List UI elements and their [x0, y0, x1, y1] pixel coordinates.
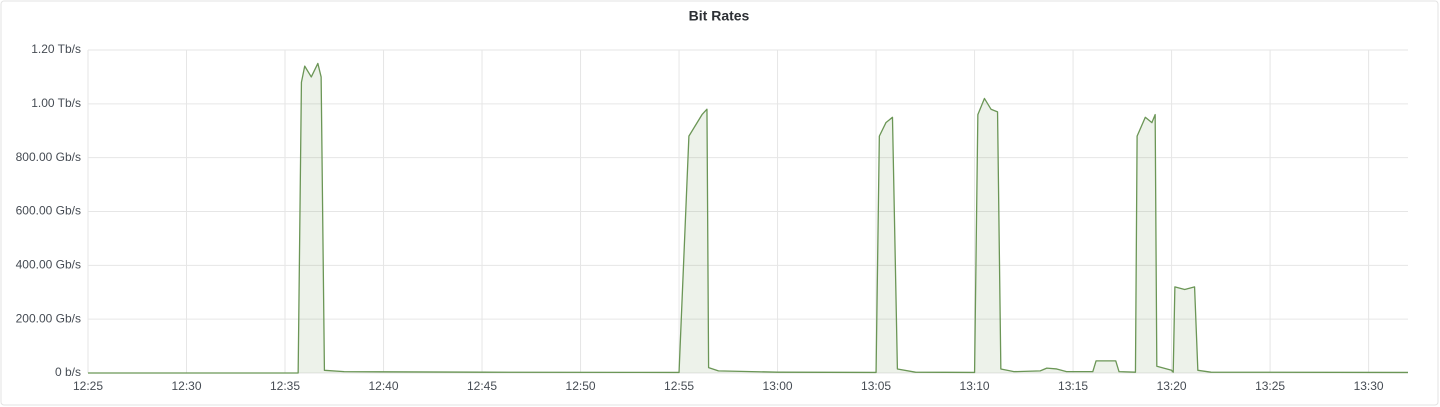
x-tick-label: 13:00 [763, 379, 793, 393]
x-tick-label: 13:20 [1157, 379, 1187, 393]
x-tick-label: 12:35 [270, 379, 300, 393]
x-tick-label: 13:05 [861, 379, 891, 393]
x-tick-label: 13:10 [960, 379, 990, 393]
x-tick-label: 12:45 [467, 379, 497, 393]
x-tick-label: 12:50 [566, 379, 596, 393]
series-line [88, 62, 1409, 374]
x-tick-label: 12:55 [664, 379, 694, 393]
area-fill [88, 63, 1408, 374]
chart-title: Bit Rates [689, 8, 750, 24]
x-tick-label: 13:25 [1255, 379, 1285, 393]
y-tick-label: 200.00 Gb/s [16, 311, 81, 325]
y-tick-label: 1.00 Tb/s [31, 96, 81, 110]
y-tick-label: 800.00 Gb/s [16, 150, 81, 164]
x-tick-label: 12:30 [171, 379, 201, 393]
x-tick-label: 13:30 [1354, 379, 1384, 393]
y-tick-label: 400.00 Gb/s [16, 258, 81, 272]
y-tick-label: 0 b/s [55, 365, 81, 379]
y-tick-label: 1.20 Tb/s [31, 42, 81, 56]
x-tick-label: 13:15 [1058, 379, 1088, 393]
x-tick-label: 12:40 [369, 379, 399, 393]
x-tick-label: 12:25 [73, 379, 103, 393]
y-tick-label: 600.00 Gb/s [16, 204, 81, 218]
